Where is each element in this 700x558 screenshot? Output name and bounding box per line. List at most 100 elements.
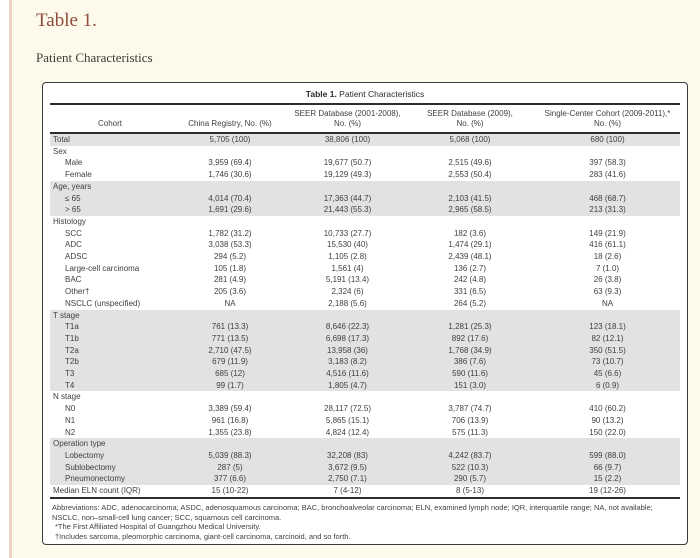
page-left-margin — [0, 0, 9, 558]
cell-value — [535, 146, 680, 158]
footnote-site: *The First Affiliated Hospital of Guangz… — [55, 522, 261, 532]
cell-value — [290, 438, 405, 450]
cell-value: 590 (11.6) — [405, 368, 535, 380]
row-label: Histology — [53, 216, 86, 226]
cell-value: 5,039 (88.3) — [170, 449, 290, 462]
cell-value: 290 (5.7) — [405, 473, 535, 486]
cell-value: 3,672 (9.5) — [290, 461, 405, 474]
cell-value: 3,183 (8.2) — [290, 356, 405, 369]
cell-value — [290, 309, 405, 322]
row-label: N stage — [53, 392, 81, 402]
cell-value: 468 (68.7) — [535, 192, 680, 205]
cell-value — [290, 146, 405, 158]
cell-value: 2,439 (48.1) — [448, 252, 492, 262]
cell-value — [170, 146, 290, 158]
cell-value: 6,698 (17.3) — [290, 332, 405, 345]
cell-value: 151 (3.0) — [405, 379, 535, 392]
page-left-accent-rule — [9, 0, 12, 558]
cell-value: 287 (5) — [170, 461, 290, 474]
cell-value: 2,750 (7.1) — [290, 473, 405, 486]
cell-value: 242 (4.8) — [453, 275, 487, 285]
cell-value: 377 (6.6) — [170, 473, 290, 486]
table-caption-text: Patient Characteristics — [336, 89, 425, 99]
cell-value: 7 (1.0) — [595, 263, 620, 273]
cell-value — [170, 391, 290, 403]
cell-value: 961 (16.8) — [211, 415, 249, 425]
table-row: Sublobectomy 287 (5) 3,672 (9.5) 522 (10.3)… — [50, 461, 680, 474]
row-label: NSCLC (unspecified) — [65, 298, 141, 308]
cell-value: 679 (11.9) — [170, 356, 290, 369]
cell-value: 410 (60.2) — [589, 404, 626, 414]
cell-value — [290, 216, 405, 228]
cell-value: 2,103 (41.5) — [405, 192, 535, 205]
cell-value — [405, 180, 535, 193]
cell-value — [170, 180, 290, 193]
cell-value: 1,746 (30.6) — [208, 170, 252, 180]
row-label: N1 — [65, 415, 76, 425]
cell-value: 4,014 (70.4) — [170, 192, 290, 205]
cell-value — [405, 216, 535, 228]
cell-value: 1,768 (34.9) — [405, 344, 535, 357]
row-label: Pneumonectomy — [50, 473, 170, 486]
cell-value: 105 (1.8) — [213, 263, 247, 273]
row-label: Age, years — [50, 180, 170, 193]
table-row: Female 1,746 (30.6) 19,129 (49.3) 2,553 (50… — [50, 169, 680, 181]
row-label: T2b — [50, 356, 170, 369]
table-row: N stage — [50, 391, 680, 403]
table-row: Pneumonectomy 377 (6.6) 2,750 (7.1) 290 (5.… — [50, 473, 680, 486]
cell-value: 3,959 (69.4) — [208, 158, 252, 168]
table-row: Other† 205 (3.6) 2,324 (6) 331 (6.5) 63 (9.3… — [50, 286, 680, 298]
table-row: Operation type — [50, 438, 680, 450]
cell-value: 213 (31.3) — [535, 204, 680, 216]
cell-value — [405, 391, 535, 403]
cell-value: 19,129 (49.3) — [323, 170, 372, 180]
row-label: ADC — [65, 240, 82, 250]
page-subtitle: Patient Characteristics — [36, 50, 153, 65]
row-label: Sublobectomy — [50, 461, 170, 474]
cell-value — [170, 438, 290, 450]
cell-value: 761 (13.3) — [170, 321, 290, 333]
cell-value: 1,105 (2.8) — [328, 252, 367, 262]
cell-value: 892 (17.6) — [405, 332, 535, 345]
cell-value: 2,710 (47.5) — [170, 344, 290, 357]
cell-value: 771 (13.5) — [170, 332, 290, 345]
cell-value: 706 (13.9) — [451, 415, 489, 425]
column-header: Single-Center Cohort (2009-2011),* No. (%… — [535, 105, 680, 134]
cell-value: 26 (3.8) — [593, 275, 622, 285]
table-header-row: Cohort China Registry, No. (%) SEER Databa… — [50, 105, 680, 134]
row-label: Female — [65, 170, 92, 180]
page-title: Table 1. — [36, 10, 97, 31]
cell-value: NA — [601, 298, 614, 308]
table-row: N2 1,355 (23.8) 4,824 (12.4) 575 (11.3) 150 … — [50, 427, 680, 439]
cell-value: 397 (58.3) — [589, 158, 626, 168]
table-body: Total 5,705 (100) 38,806 (100) 5,068 (100) 6… — [50, 133, 680, 499]
row-label: Male — [65, 158, 83, 168]
table-row: N1 961 (16.8) 5,865 (15.1) 706 (13.9) 90 (13… — [50, 415, 680, 427]
table-row: ADSC 294 (5.2) 1,105 (2.8) 2,439 (48.1) 18 (… — [50, 251, 680, 263]
cell-value: 386 (7.6) — [405, 356, 535, 369]
table-row: T2b 679 (11.9) 3,183 (8.2) 386 (7.6) 73 (10.… — [50, 356, 680, 369]
cell-value: 1,474 (29.1) — [448, 240, 492, 250]
cell-value: 264 (5.2) — [453, 298, 487, 308]
cell-value: 13,958 (36) — [290, 344, 405, 357]
row-label: Large-cell carcinoma — [65, 263, 140, 273]
table-row: > 65 1,691 (29.6) 21,443 (55.3) 2,965 (58.5… — [50, 204, 680, 216]
cell-value: 8,646 (22.3) — [290, 321, 405, 333]
cell-value — [535, 391, 680, 403]
table-footnotes: Abbreviations: ADC, adenocarcinoma; ASDC… — [50, 499, 680, 542]
row-label: Other† — [65, 287, 90, 297]
cell-value: 32,208 (83) — [290, 449, 405, 462]
cell-value: 281 (4.9) — [213, 275, 247, 285]
cell-value — [405, 309, 535, 322]
cell-value: 136 (2.7) — [453, 263, 487, 273]
table-row: NSCLC (unspecified) NA 2,188 (5.6) 264 (5.2… — [50, 298, 680, 310]
cell-value: 1,805 (4.7) — [290, 379, 405, 392]
cell-value: 63 (9.3) — [593, 287, 622, 297]
cell-value: 5,705 (100) — [170, 133, 290, 146]
cell-value: 17,363 (44.7) — [290, 192, 405, 205]
cell-value: 350 (51.5) — [535, 344, 680, 357]
row-label: Sex — [53, 146, 67, 156]
cell-value: 2,553 (50.4) — [448, 170, 492, 180]
cell-value: 73 (10.7) — [535, 356, 680, 369]
